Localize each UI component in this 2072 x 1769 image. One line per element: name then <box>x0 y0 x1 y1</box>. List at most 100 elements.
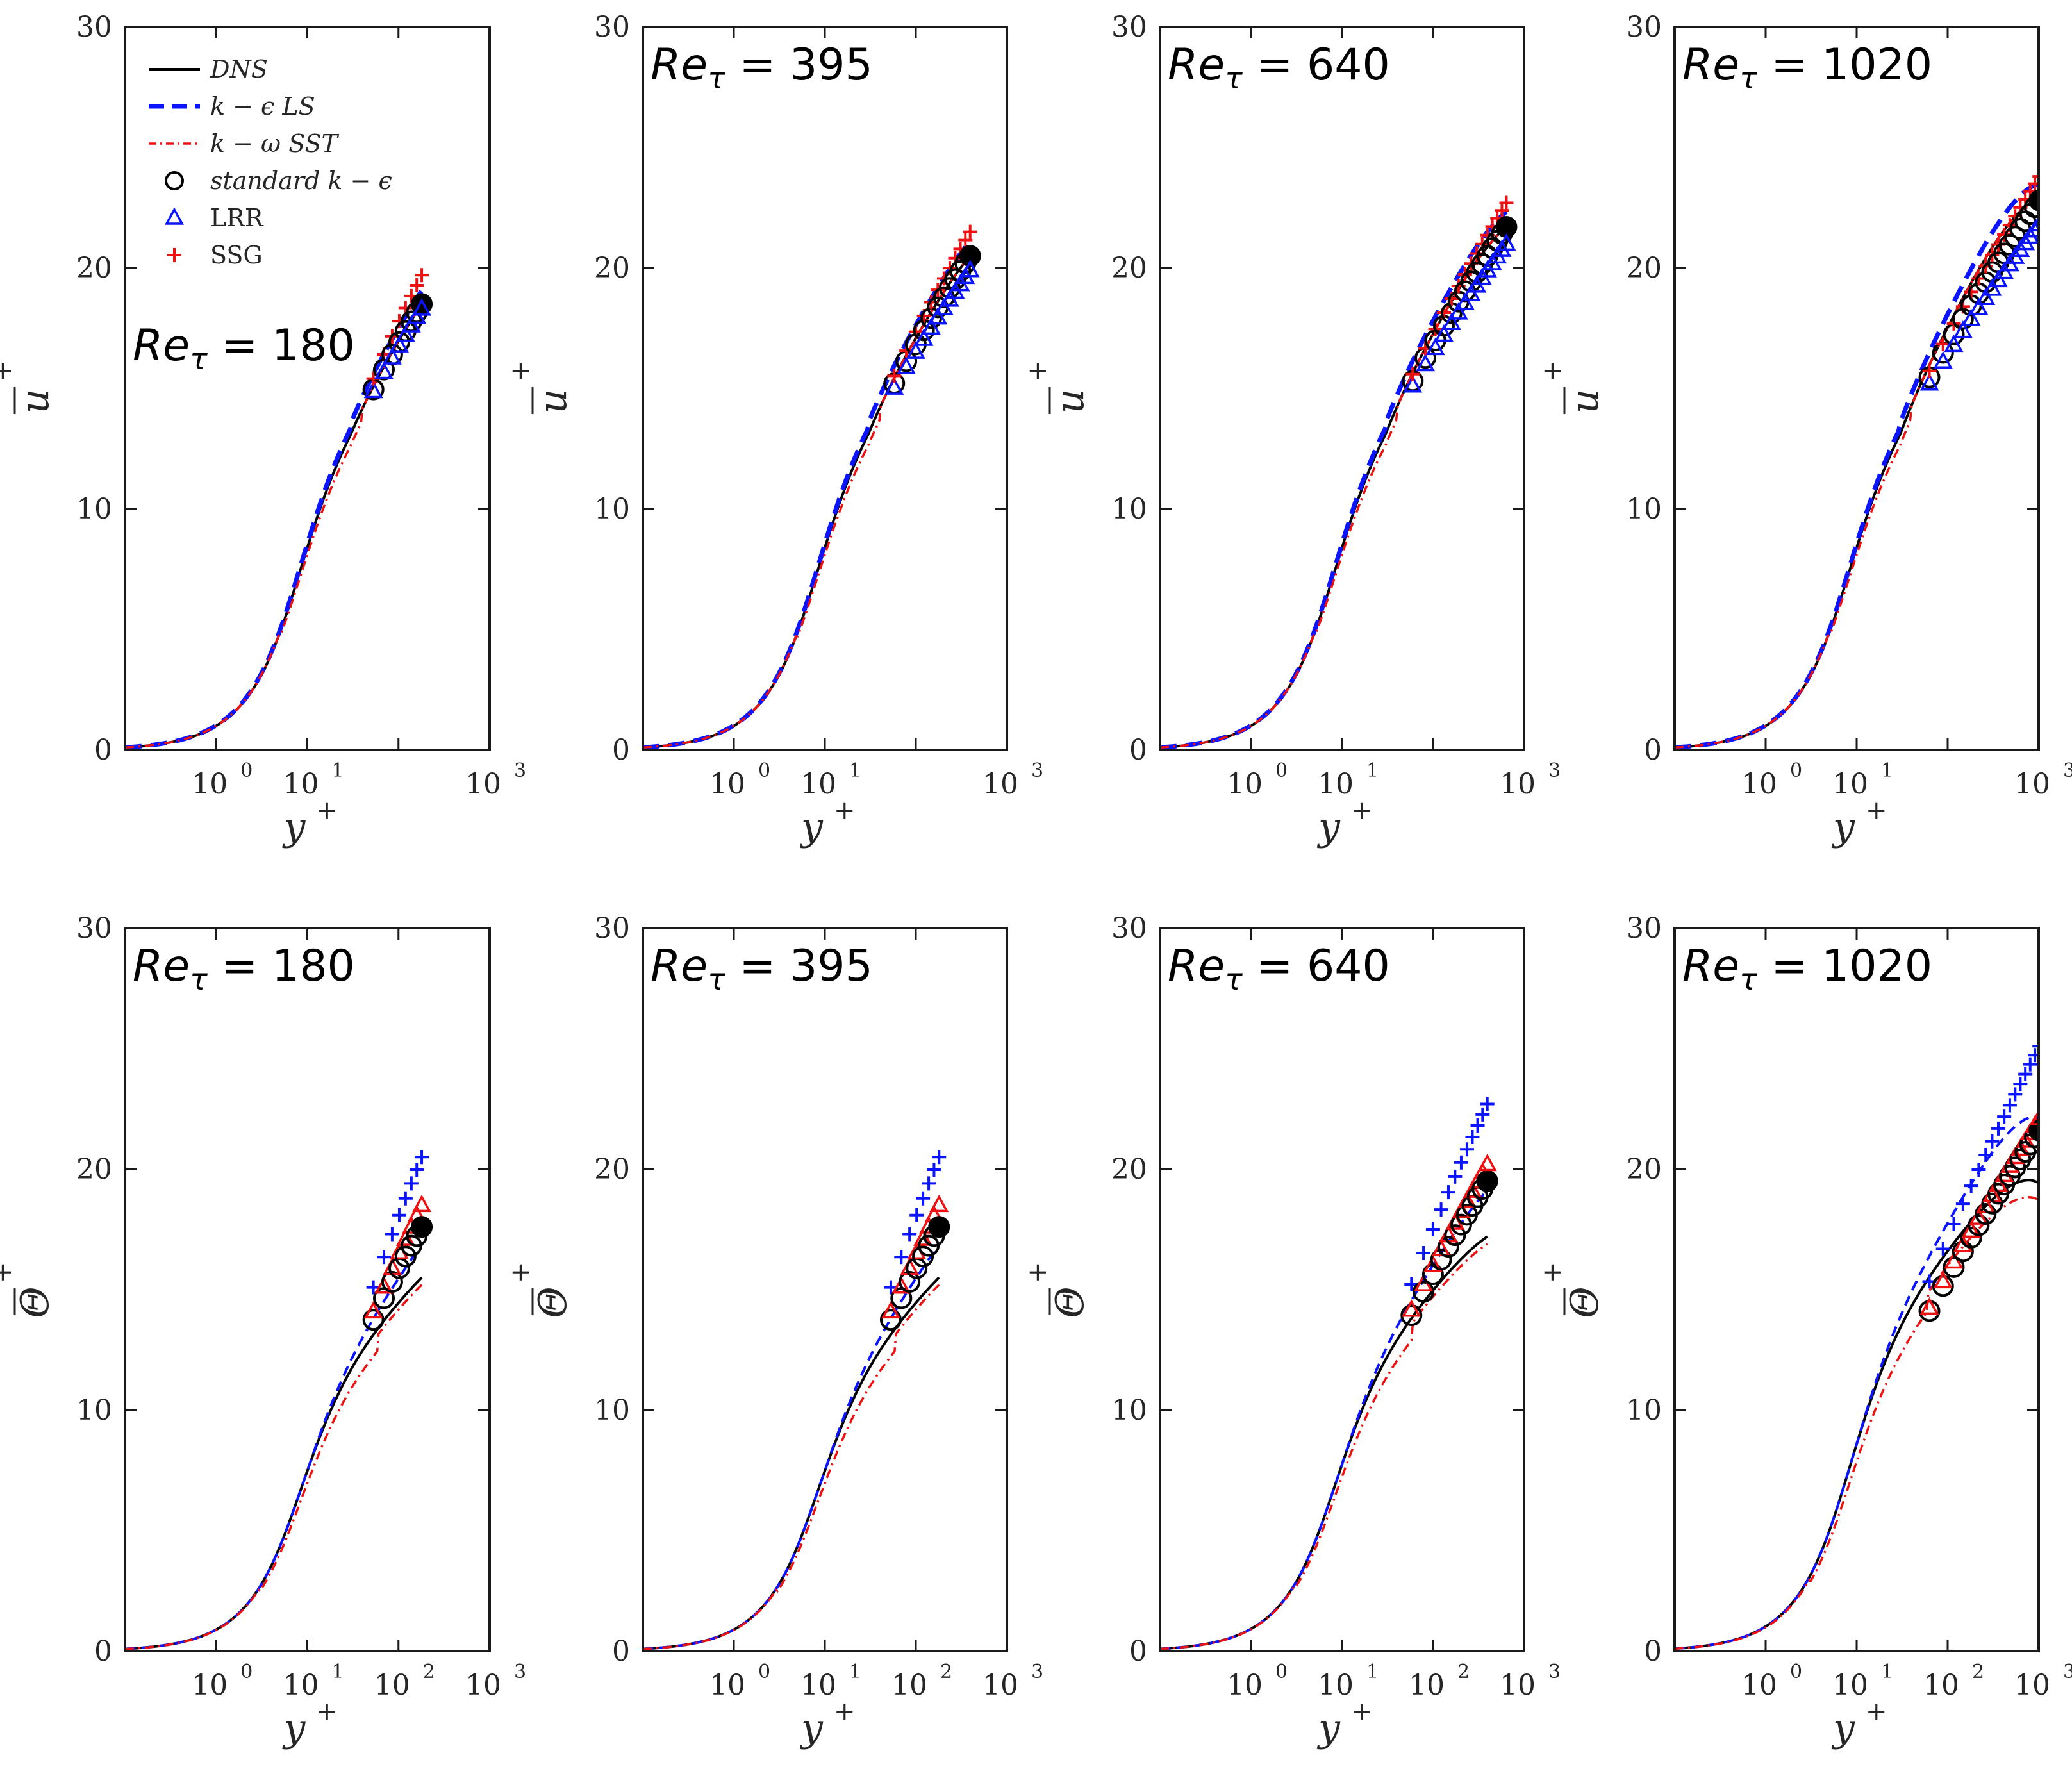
ssg-marker <box>2032 1039 2039 1054</box>
y-tick-label: 0 <box>94 1635 112 1668</box>
reynolds-label: Reτ = 1020 <box>1682 40 1932 96</box>
ssg-marker <box>894 1250 909 1265</box>
standard-k-epsilon-marker <box>1430 1249 1452 1271</box>
lrr-marker <box>906 341 925 359</box>
x-tick-label: 10 <box>891 1669 927 1702</box>
axes-frame <box>642 927 1008 1652</box>
x-tick-label: 10 <box>982 768 1018 801</box>
ssg-marker <box>392 1208 406 1222</box>
k-epsilon-ls-line <box>1160 210 1508 750</box>
legend-label-stdKeps: standard k − ϵ <box>210 167 392 195</box>
x-tick-exponent: 3 <box>1548 760 1561 782</box>
x-tick-label: 10 <box>1923 1669 1959 1702</box>
ssg-marker <box>1964 1179 1978 1193</box>
x-tick-label: 10 <box>1741 1669 1777 1702</box>
standard-k-epsilon-marker <box>1476 1170 1498 1192</box>
reynolds-label: Reτ = 395 <box>651 941 873 997</box>
y-tick-label: 0 <box>1644 734 1662 767</box>
lrr-marker <box>1431 1238 1451 1257</box>
x-tick-label: 10 <box>1832 1669 1868 1702</box>
ssg-marker <box>1416 1245 1431 1260</box>
lrr-marker <box>1944 334 1964 353</box>
legend-label-lrr: LRR <box>210 204 264 232</box>
axes-frame <box>124 26 491 751</box>
y-axis-label-group: Θ+ <box>1023 1261 1093 1318</box>
ssg-marker <box>887 369 902 383</box>
x-tick-label: 10 <box>1318 768 1354 801</box>
y-tick-label: 30 <box>594 912 630 945</box>
lrr-marker <box>1416 353 1436 372</box>
y-axis-label-group: u+ <box>506 360 576 414</box>
k-omega-sst-line <box>1675 199 2039 749</box>
y-axis-label: u <box>1562 389 1607 414</box>
y-tick-label: 30 <box>76 912 112 945</box>
axes-frame <box>124 927 491 1652</box>
reynolds-label: Reτ = 1020 <box>1682 941 1932 997</box>
standard-k-epsilon-marker <box>899 1270 921 1293</box>
lrr-marker <box>412 1194 432 1213</box>
standard-k-epsilon-marker <box>394 1245 417 1268</box>
x-tick-exponent: 3 <box>2063 760 2072 782</box>
ssg-marker <box>2032 169 2039 184</box>
y-tick-label: 10 <box>594 493 630 526</box>
x-tick-exponent: 2 <box>1972 1661 1984 1683</box>
x-tick-exponent: 0 <box>1275 760 1288 782</box>
lrr-marker <box>914 328 934 346</box>
lrr-marker <box>1969 297 1989 315</box>
reynolds-label: Reτ = 395 <box>651 40 873 96</box>
legend: DNS k − ϵ LS k − ω SST standard k − ϵ LRR SSG <box>149 55 392 269</box>
ssg-marker <box>1475 1107 1490 1122</box>
standard-k-epsilon-marker <box>341 0 360 10</box>
lrr-marker <box>2030 1109 2039 1125</box>
reynolds-label: Reτ = 180 <box>133 320 355 376</box>
lrr-marker <box>1455 292 1475 310</box>
x-tick-label: 10 <box>800 1669 836 1702</box>
ssg-marker <box>1935 336 1950 351</box>
ssg-marker <box>1935 1242 1950 1256</box>
lrr-marker <box>891 1276 911 1294</box>
x-axis-label-sup: + <box>1866 1697 1887 1727</box>
standard-k-epsilon-marker <box>362 1309 385 1331</box>
ssg-marker <box>2028 176 2039 191</box>
lrr-marker <box>884 377 904 395</box>
x-tick-label: 10 <box>1832 768 1868 801</box>
k-omega-sst-line <box>1675 1196 2039 1650</box>
x-axis-label: y <box>799 1706 824 1750</box>
y-axis-label-sup: + <box>1537 1261 1567 1283</box>
x-tick-exponent: 1 <box>1881 1661 1893 1683</box>
y-axis-label-sup: + <box>0 1261 17 1283</box>
legend-label-dns: DNS <box>210 55 268 83</box>
x-tick-label: 10 <box>1318 1669 1354 1702</box>
x-tick-label: 10 <box>1500 1669 1536 1702</box>
dns-line <box>643 1276 940 1650</box>
x-tick-exponent: 0 <box>240 760 253 782</box>
k-epsilon-ls-line <box>643 1243 940 1650</box>
ssg-marker <box>1459 1142 1474 1157</box>
x-tick-exponent: 3 <box>1031 1661 1043 1683</box>
y-axis-label-group: Θ+ <box>1537 1261 1607 1318</box>
plot-area <box>1160 195 1518 750</box>
legend-lrr-swatch <box>165 207 184 225</box>
dns-line <box>125 1276 423 1650</box>
lrr-marker <box>1434 324 1454 342</box>
plot-area <box>1675 1039 2039 1650</box>
x-tick-label: 10 <box>1227 768 1263 801</box>
legend-label-kepsLS: k − ϵ LS <box>210 92 315 120</box>
y-axis-label-sup: + <box>506 360 535 382</box>
standard-k-epsilon-marker <box>1444 1224 1466 1247</box>
lrr-marker <box>1933 351 1953 369</box>
x-tick-label: 10 <box>192 1669 228 1702</box>
x-tick-exponent: 1 <box>332 1661 344 1683</box>
y-tick-label: 10 <box>76 1394 112 1427</box>
plot-area <box>125 1150 433 1650</box>
x-tick-exponent: 1 <box>332 760 344 782</box>
x-axis-label: y <box>282 1706 306 1750</box>
ssg-marker <box>927 1163 941 1177</box>
x-axis-label: y <box>282 804 306 849</box>
y-tick-label: 30 <box>76 11 112 44</box>
axes-frame <box>1673 26 2040 751</box>
ssg-marker <box>1946 1217 1961 1232</box>
y-tick-label: 0 <box>1129 734 1147 767</box>
